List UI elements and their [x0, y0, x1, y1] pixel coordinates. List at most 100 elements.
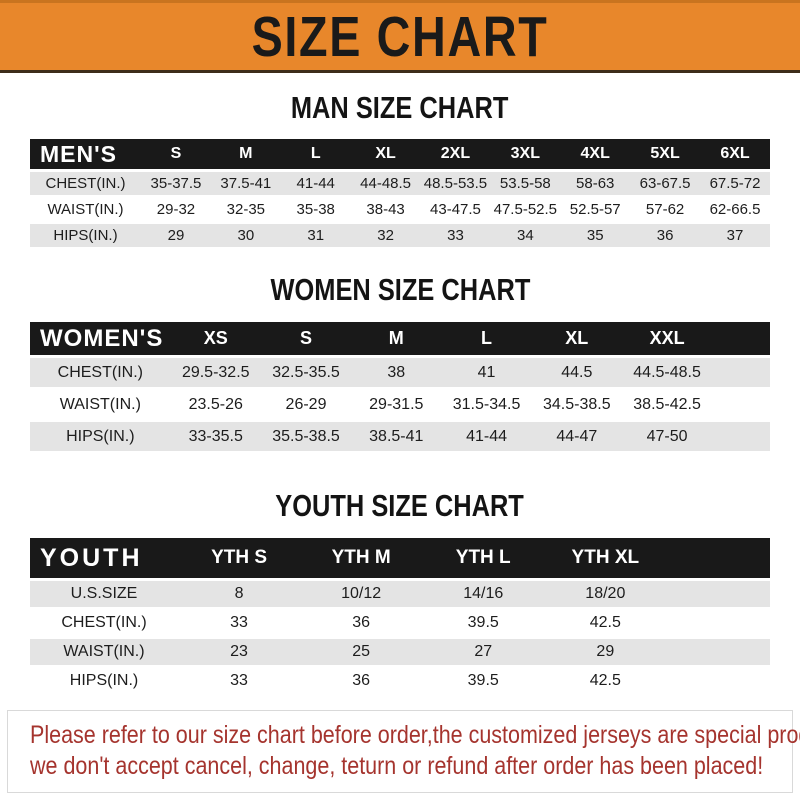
size-value-cell: 38 [351, 358, 442, 390]
size-value-cell: 41 [441, 358, 532, 390]
size-value-cell: 38.5-42.5 [621, 390, 713, 422]
size-value-cell: 62-66.5 [700, 198, 770, 224]
size-value-cell: 44-47 [531, 422, 622, 454]
table-header-row: WOMEN'S XS S M L XL XXL [30, 322, 770, 358]
column-header: L [441, 322, 532, 358]
filler-cell [712, 358, 770, 390]
row-label: WAIST(IN.) [30, 390, 171, 422]
size-value-cell: 33 [178, 610, 301, 639]
table-row: CHEST(IN.) 33 36 39.5 42.5 [30, 610, 770, 639]
size-value-cell: 39.5 [422, 610, 545, 639]
column-header: M [210, 139, 281, 172]
size-value-cell: 29.5-32.5 [170, 358, 261, 390]
size-value-cell: 29 [141, 224, 211, 250]
youth-section-heading: YOUTH SIZE CHART [0, 488, 800, 524]
size-value-cell: 32.5-35.5 [260, 358, 352, 390]
size-value-cell: 35-37.5 [141, 172, 211, 198]
filler-cell [712, 422, 770, 454]
column-header: YTH L [422, 538, 545, 581]
size-value-cell: 10/12 [300, 581, 423, 610]
banner-title: SIZE CHART [251, 4, 549, 69]
size-value-cell: 44.5-48.5 [621, 358, 713, 390]
table-header-row: YOUTH YTH S YTH M YTH L YTH XL [30, 538, 770, 581]
table-row: WAIST(IN.) 23 25 27 29 [30, 639, 770, 668]
filler-cell [666, 581, 770, 610]
table-row: HIPS(IN.) 29 30 31 32 33 34 35 36 37 [30, 224, 770, 250]
size-value-cell: 29-32 [141, 198, 211, 224]
size-value-cell: 38.5-41 [351, 422, 442, 454]
disclaimer-line-1: Please refer to our size chart before or… [30, 721, 800, 749]
size-value-cell: 42.5 [544, 610, 667, 639]
table-row: CHEST(IN.) 35-37.5 37.5-41 41-44 44-48.5 48.5… [30, 172, 770, 198]
size-value-cell: 57-62 [630, 198, 701, 224]
size-value-cell: 43-47.5 [420, 198, 491, 224]
size-value-cell: 48.5-53.5 [420, 172, 491, 198]
size-value-cell: 58-63 [560, 172, 631, 198]
row-label: U.S.SIZE [30, 581, 178, 610]
filler-cell [712, 390, 770, 422]
row-label: CHEST(IN.) [30, 610, 178, 639]
size-value-cell: 23 [178, 639, 301, 668]
column-header: YTH M [300, 538, 423, 581]
table-header-row: MEN'S S M L XL 2XL 3XL 4XL 5XL 6XL [30, 139, 770, 172]
column-header: YTH XL [544, 538, 667, 581]
size-value-cell: 35-38 [280, 198, 351, 224]
row-label: CHEST(IN.) [30, 172, 142, 198]
row-label: CHEST(IN.) [30, 358, 171, 390]
size-value-cell: 34 [490, 224, 561, 250]
header-filler-cell [712, 322, 770, 358]
table-corner-label: YOUTH [30, 538, 178, 581]
size-value-cell: 47.5-52.5 [490, 198, 561, 224]
size-value-cell: 31 [280, 224, 351, 250]
filler-cell [666, 639, 770, 668]
column-header: XS [170, 322, 261, 358]
size-value-cell: 44.5 [531, 358, 622, 390]
size-value-cell: 8 [178, 581, 301, 610]
disclaimer-line-2: we don't accept cancel, change, teturn o… [30, 752, 764, 780]
size-value-cell: 41-44 [280, 172, 351, 198]
size-value-cell: 63-67.5 [630, 172, 701, 198]
column-header: 4XL [560, 139, 631, 172]
filler-cell [666, 610, 770, 639]
women-size-table: WOMEN'S XS S M L XL XXL CHEST(IN.) 29.5-32.5 32.5… [30, 322, 770, 454]
men-size-table: MEN'S S M L XL 2XL 3XL 4XL 5XL 6XL CHEST(IN.) 35-37… [30, 139, 770, 250]
banner: SIZE CHART [0, 0, 800, 73]
column-header: XL [531, 322, 622, 358]
row-label: HIPS(IN.) [30, 668, 178, 697]
size-value-cell: 26-29 [260, 390, 352, 422]
men-section-heading-text: MAN SIZE CHART [291, 90, 509, 125]
column-header: XXL [621, 322, 713, 358]
size-value-cell: 31.5-34.5 [441, 390, 532, 422]
header-filler-cell [666, 538, 770, 581]
table-row: CHEST(IN.) 29.5-32.5 32.5-35.5 38 41 44.5 44.5… [30, 358, 770, 390]
table-row: HIPS(IN.) 33-35.5 35.5-38.5 38.5-41 41-44 44-… [30, 422, 770, 454]
column-header: 5XL [630, 139, 701, 172]
size-value-cell: 23.5-26 [170, 390, 261, 422]
size-value-cell: 32 [350, 224, 421, 250]
column-header: YTH S [178, 538, 301, 581]
size-value-cell: 35 [560, 224, 631, 250]
column-header: XL [350, 139, 421, 172]
table-row: HIPS(IN.) 33 36 39.5 42.5 [30, 668, 770, 697]
size-value-cell: 35.5-38.5 [260, 422, 352, 454]
size-value-cell: 36 [300, 668, 423, 697]
column-header: M [351, 322, 442, 358]
women-section-heading-text: WOMEN SIZE CHART [270, 272, 530, 307]
size-value-cell: 33-35.5 [170, 422, 261, 454]
table-row: WAIST(IN.) 23.5-26 26-29 29-31.5 31.5-34.5 34… [30, 390, 770, 422]
size-value-cell: 41-44 [441, 422, 532, 454]
column-header: L [280, 139, 351, 172]
size-value-cell: 42.5 [544, 668, 667, 697]
row-label: HIPS(IN.) [30, 224, 142, 250]
size-value-cell: 38-43 [350, 198, 421, 224]
men-section-heading: MAN SIZE CHART [0, 90, 800, 126]
youth-size-table: YOUTH YTH S YTH M YTH L YTH XL U.S.SIZE 8 10/12… [30, 538, 770, 697]
size-value-cell: 36 [300, 610, 423, 639]
table-corner-label: WOMEN'S [30, 322, 171, 358]
size-value-cell: 37.5-41 [210, 172, 281, 198]
size-value-cell: 33 [420, 224, 491, 250]
column-header: S [141, 139, 211, 172]
size-value-cell: 29-31.5 [351, 390, 442, 422]
size-value-cell: 52.5-57 [560, 198, 631, 224]
